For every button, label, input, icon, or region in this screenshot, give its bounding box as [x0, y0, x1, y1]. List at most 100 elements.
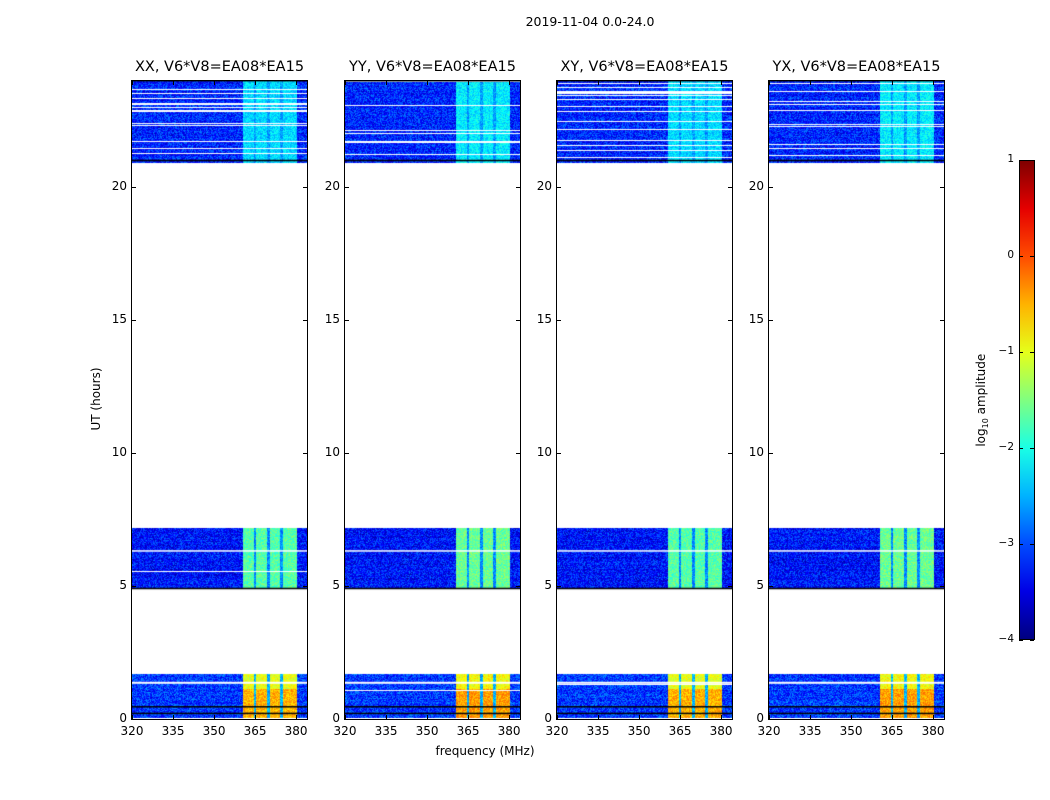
x-tick-label: 320: [120, 724, 144, 738]
x-tick: [680, 715, 682, 719]
y-tick-label: 15: [111, 312, 127, 327]
x-tick: [557, 715, 558, 719]
heatmap-panel: [344, 80, 521, 720]
y-tick-right: [516, 320, 520, 322]
colorbar-tick-right: [1030, 448, 1034, 449]
y-tick-label: 10: [324, 445, 340, 460]
y-tick-right: [303, 719, 307, 720]
y-tick: [557, 453, 561, 455]
y-tick-label: 0: [119, 711, 127, 725]
x-tick-top: [680, 81, 682, 85]
x-axis-label: frequency (MHz): [435, 744, 535, 758]
x-tick-label: 380: [921, 724, 945, 738]
y-tick-right: [303, 320, 307, 322]
y-tick-label: 20: [324, 179, 340, 194]
y-tick-label: 15: [324, 312, 340, 327]
y-tick: [132, 453, 136, 455]
figure-title: 2019-11-04 0.0-24.0: [525, 14, 655, 29]
y-tick-right: [728, 586, 732, 588]
y-tick-label: 20: [748, 179, 764, 194]
y-tick: [345, 320, 349, 322]
x-tick-label: 365: [668, 724, 692, 738]
x-tick-label: 380: [497, 724, 521, 738]
x-tick: [509, 715, 511, 719]
x-tick-top: [639, 81, 641, 85]
y-tick: [557, 719, 561, 720]
colorbar-tick-label: 0: [1007, 249, 1014, 261]
x-tick-top: [386, 81, 388, 85]
x-tick-top: [557, 81, 558, 85]
y-tick-label: 0: [756, 711, 764, 725]
y-tick: [557, 586, 561, 588]
y-tick-right: [303, 586, 307, 588]
y-tick-right: [940, 719, 944, 720]
y-tick-label: 0: [332, 711, 340, 725]
x-tick-label: 320: [757, 724, 781, 738]
colorbar-tick-label: −2: [998, 441, 1014, 453]
y-tick-right: [516, 187, 520, 189]
colorbar-tick-right: [1030, 640, 1034, 641]
x-tick: [810, 715, 812, 719]
x-tick-label: 380: [709, 724, 733, 738]
x-tick: [639, 715, 641, 719]
x-tick-label: 350: [627, 724, 651, 738]
y-tick: [132, 320, 136, 322]
heatmap-panel: [131, 80, 308, 720]
x-tick-label: 365: [456, 724, 480, 738]
colorbar-tick: [1019, 352, 1023, 353]
heatmap-panel: [556, 80, 733, 720]
y-tick-right: [940, 586, 944, 588]
heatmap-canvas: [769, 81, 944, 719]
y-tick-label: 5: [756, 578, 764, 593]
y-tick-label: 5: [119, 578, 127, 593]
panel-title: YY, V6*V8=EA08*EA15: [349, 59, 516, 75]
colorbar-tick-right: [1030, 544, 1034, 545]
y-tick-label: 20: [536, 179, 552, 194]
x-tick-label: 335: [798, 724, 822, 738]
y-tick-label: 10: [748, 445, 764, 460]
x-tick-label: 320: [333, 724, 357, 738]
x-tick-label: 365: [243, 724, 267, 738]
y-tick-right: [303, 187, 307, 189]
x-tick-top: [509, 81, 511, 85]
x-tick-label: 350: [202, 724, 226, 738]
y-tick: [557, 320, 561, 322]
y-tick-label: 0: [544, 711, 552, 725]
x-tick-top: [721, 81, 723, 85]
x-tick: [892, 715, 894, 719]
heatmap-panel: [768, 80, 945, 720]
x-tick-top: [255, 81, 257, 85]
x-tick-top: [810, 81, 812, 85]
y-tick-right: [303, 453, 307, 455]
colorbar-tick: [1019, 448, 1023, 449]
x-tick-label: 365: [880, 724, 904, 738]
y-tick: [132, 586, 136, 588]
x-tick-top: [468, 81, 470, 85]
y-tick-label: 15: [748, 312, 764, 327]
colorbar-tick: [1019, 640, 1023, 641]
y-tick-right: [516, 719, 520, 720]
x-tick-label: 350: [415, 724, 439, 738]
x-tick-top: [598, 81, 600, 85]
heatmap-canvas: [557, 81, 732, 719]
x-tick-label: 335: [161, 724, 185, 738]
x-tick: [214, 715, 216, 719]
x-tick: [296, 715, 298, 719]
y-tick-right: [940, 187, 944, 189]
y-tick-right: [728, 453, 732, 455]
y-tick: [132, 719, 136, 720]
y-tick-right: [728, 187, 732, 189]
x-tick-top: [769, 81, 770, 85]
x-tick: [386, 715, 388, 719]
x-tick: [345, 715, 346, 719]
y-tick-right: [940, 320, 944, 322]
y-tick-label: 10: [536, 445, 552, 460]
x-tick-top: [214, 81, 216, 85]
y-tick-label: 20: [111, 179, 127, 194]
colorbar-tick-label: 1: [1007, 153, 1014, 165]
y-tick-right: [940, 453, 944, 455]
colorbar-tick-right: [1030, 256, 1034, 257]
x-tick-label: 335: [374, 724, 398, 738]
x-tick-label: 350: [839, 724, 863, 738]
heatmap-canvas: [345, 81, 520, 719]
